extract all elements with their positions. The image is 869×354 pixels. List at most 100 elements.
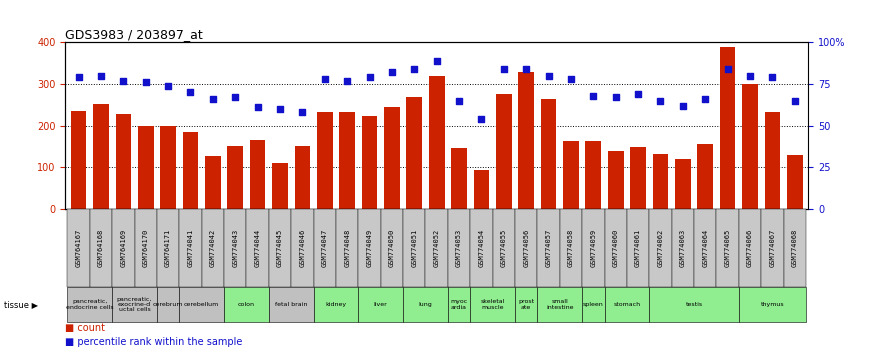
Point — [699, 96, 713, 102]
Bar — [116, 114, 131, 209]
Bar — [563, 142, 579, 209]
Text: lung: lung — [419, 302, 433, 307]
Text: GSM774055: GSM774055 — [501, 229, 507, 267]
Text: GSM774043: GSM774043 — [232, 229, 238, 267]
Text: GSM774050: GSM774050 — [389, 229, 395, 267]
Bar — [518, 72, 534, 209]
Point — [250, 104, 264, 110]
Text: GSM774051: GSM774051 — [411, 229, 417, 267]
Bar — [272, 163, 288, 209]
Bar — [249, 140, 265, 209]
Bar — [428, 76, 445, 209]
Text: liver: liver — [374, 302, 388, 307]
Point — [206, 96, 220, 102]
Text: GSM764168: GSM764168 — [98, 229, 104, 267]
Point — [452, 98, 466, 104]
Bar — [339, 112, 355, 209]
Point — [564, 76, 578, 82]
Point — [609, 95, 623, 100]
Text: GSM774067: GSM774067 — [769, 229, 775, 267]
Point — [743, 73, 757, 79]
Point — [273, 106, 287, 112]
Text: GSM774053: GSM774053 — [456, 229, 462, 267]
Text: GSM774066: GSM774066 — [747, 229, 753, 267]
Bar — [93, 104, 109, 209]
Bar — [384, 107, 400, 209]
Text: colon: colon — [238, 302, 255, 307]
Text: GSM774058: GSM774058 — [568, 229, 574, 267]
Bar — [675, 159, 691, 209]
Text: fetal brain: fetal brain — [275, 302, 308, 307]
Point — [788, 98, 802, 104]
Text: GSM774046: GSM774046 — [300, 229, 305, 267]
Text: small
intestine: small intestine — [546, 299, 574, 310]
Point — [295, 109, 309, 115]
Text: GSM774045: GSM774045 — [277, 229, 283, 267]
Text: kidney: kidney — [325, 302, 347, 307]
Bar — [653, 154, 668, 209]
Point — [653, 98, 667, 104]
Bar — [451, 148, 467, 209]
Text: GSM774042: GSM774042 — [210, 229, 216, 267]
Text: spleen: spleen — [583, 302, 604, 307]
Text: thymus: thymus — [760, 302, 784, 307]
Text: GSM764169: GSM764169 — [121, 229, 126, 267]
Point — [587, 93, 600, 98]
Point — [676, 103, 690, 109]
Bar — [362, 116, 377, 209]
Text: ■ count: ■ count — [65, 322, 105, 333]
Text: GSM764170: GSM764170 — [143, 229, 149, 267]
Text: GSM764171: GSM764171 — [165, 229, 171, 267]
Bar — [608, 152, 624, 209]
Text: GSM774064: GSM774064 — [702, 229, 708, 267]
Bar — [742, 84, 758, 209]
Text: cerebellum: cerebellum — [184, 302, 219, 307]
Point — [497, 66, 511, 72]
Bar — [541, 99, 556, 209]
Text: GSM774057: GSM774057 — [546, 229, 552, 267]
Text: GSM774044: GSM774044 — [255, 229, 261, 267]
Text: myoc
ardia: myoc ardia — [450, 299, 468, 310]
Point — [474, 116, 488, 122]
Text: GSM774054: GSM774054 — [479, 229, 484, 267]
Text: skeletal
muscle: skeletal muscle — [481, 299, 505, 310]
Text: GSM774061: GSM774061 — [635, 229, 641, 267]
Bar — [317, 112, 333, 209]
Bar — [630, 147, 646, 209]
Text: pancreatic,
endocrine cells: pancreatic, endocrine cells — [66, 299, 114, 310]
Point — [340, 78, 354, 84]
Bar — [586, 142, 601, 209]
Point — [520, 66, 534, 72]
Text: GSM774060: GSM774060 — [613, 229, 619, 267]
Point — [183, 90, 197, 95]
Bar — [474, 170, 489, 209]
Bar — [295, 145, 310, 209]
Bar — [720, 47, 735, 209]
Text: GSM774052: GSM774052 — [434, 229, 440, 267]
Point — [766, 75, 779, 80]
Point — [720, 66, 734, 72]
Bar — [182, 132, 198, 209]
Text: pancreatic,
exocrine-d
uctal cells: pancreatic, exocrine-d uctal cells — [116, 297, 152, 312]
Bar — [787, 155, 803, 209]
Bar — [765, 112, 780, 209]
Point — [318, 76, 332, 82]
Text: GSM774047: GSM774047 — [322, 229, 328, 267]
Text: testis: testis — [686, 302, 703, 307]
Point — [94, 73, 108, 79]
Point — [116, 78, 130, 84]
Text: GSM774041: GSM774041 — [188, 229, 194, 267]
Point — [362, 75, 376, 80]
Bar — [70, 111, 86, 209]
Text: GSM774049: GSM774049 — [367, 229, 373, 267]
Text: GSM774063: GSM774063 — [680, 229, 686, 267]
Bar — [160, 126, 176, 209]
Text: stomach: stomach — [614, 302, 640, 307]
Point — [161, 83, 175, 88]
Bar — [407, 97, 422, 209]
Text: GSM774062: GSM774062 — [658, 229, 663, 267]
Text: GSM774048: GSM774048 — [344, 229, 350, 267]
Text: GSM774068: GSM774068 — [792, 229, 798, 267]
Point — [385, 70, 399, 75]
Point — [430, 58, 444, 64]
